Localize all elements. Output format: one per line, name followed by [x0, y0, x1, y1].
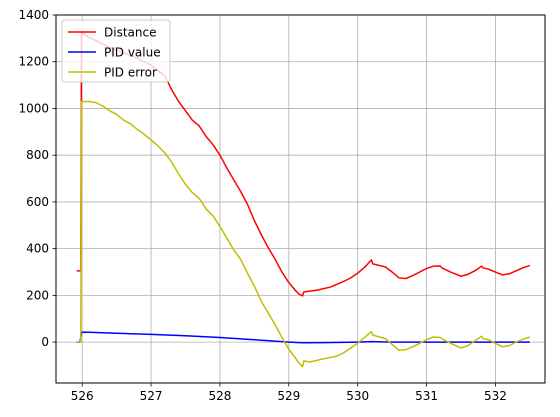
legend-box [61, 19, 171, 83]
legend-label: PID value [104, 46, 161, 60]
y-tick-label: 0 [41, 335, 49, 349]
legend-label: Distance [104, 26, 156, 40]
y-axis: 0 200 400 600 800 1000 1200 1400 [18, 8, 56, 349]
x-tick-label: 532 [484, 389, 507, 403]
x-tick-label: 531 [415, 389, 438, 403]
y-tick-label: 600 [26, 195, 49, 209]
legend-label: PID error [104, 66, 157, 80]
x-tick-label: 526 [71, 389, 94, 403]
x-tick-label: 527 [140, 389, 163, 403]
series-line-pid-error [76, 100, 531, 368]
y-tick-label: 800 [26, 148, 49, 162]
x-axis: 526 527 528 529 530 531 532 [71, 383, 507, 403]
axes-frame [55, 14, 546, 384]
y-tick-label: 200 [26, 288, 49, 302]
y-tick-label: 400 [26, 242, 49, 256]
x-tick-label: 530 [346, 389, 369, 403]
y-tick-label: 1400 [18, 8, 49, 22]
y-tick-label: 1000 [18, 101, 49, 115]
legend: Distance PID value PID error [61, 19, 171, 83]
y-tick-label: 1200 [18, 55, 49, 69]
x-tick-label: 528 [208, 389, 231, 403]
x-tick-label: 529 [277, 389, 300, 403]
